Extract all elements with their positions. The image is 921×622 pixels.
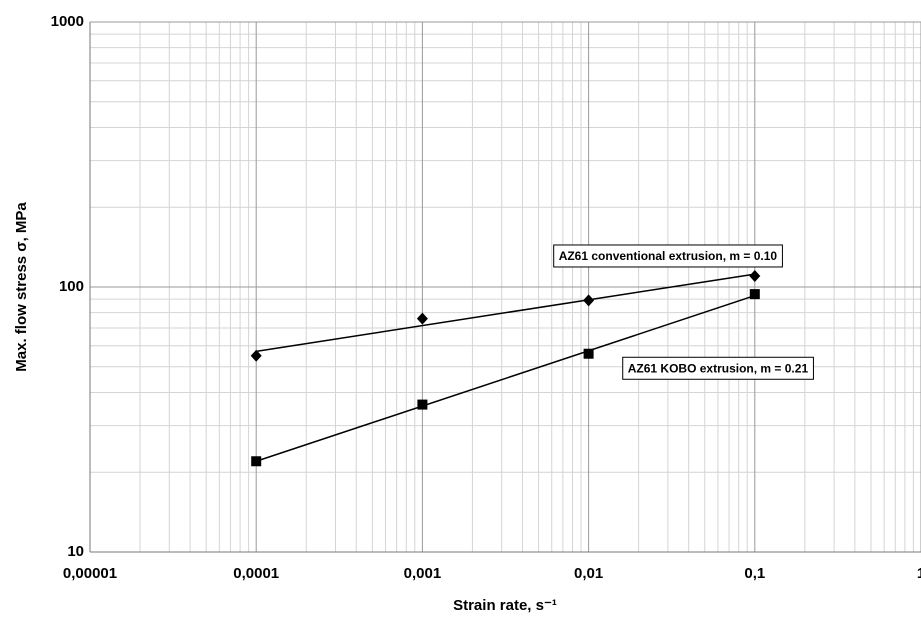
- marker: [583, 348, 594, 359]
- x-tick-label: 0,001: [404, 565, 442, 582]
- marker: [583, 294, 595, 307]
- marker: [251, 456, 262, 467]
- y-tick-label: 10: [67, 543, 84, 560]
- annotation-text: AZ61 KOBO extrusion, m = 0.21: [628, 361, 809, 375]
- annotation-text: AZ61 conventional extrusion, m = 0.10: [559, 249, 778, 263]
- annotation-box: [622, 356, 814, 380]
- marker: [250, 349, 262, 362]
- y-tick-label: 1000: [51, 13, 84, 30]
- x-tick-label: 1: [917, 565, 921, 582]
- x-axis-label: Strain rate, s⁻¹: [453, 597, 557, 614]
- x-tick-label: 0,00001: [63, 565, 117, 582]
- x-tick-label: 0,0001: [233, 565, 279, 582]
- marker: [416, 312, 428, 325]
- x-tick-label: 0,1: [744, 565, 765, 582]
- y-axis-label: Max. flow stress σ, MPa: [13, 202, 30, 372]
- y-tick-label: 100: [59, 278, 84, 295]
- fit-line: [255, 294, 756, 462]
- annotation: AZ61 conventional extrusion, m = 0.10: [553, 244, 783, 268]
- marker: [749, 289, 760, 300]
- annotation: AZ61 KOBO extrusion, m = 0.21: [622, 356, 814, 380]
- x-tick-label: 0,01: [574, 565, 603, 582]
- fit-line: [256, 273, 755, 353]
- marker: [417, 399, 428, 410]
- marker: [749, 270, 761, 283]
- annotation-box: [553, 244, 783, 268]
